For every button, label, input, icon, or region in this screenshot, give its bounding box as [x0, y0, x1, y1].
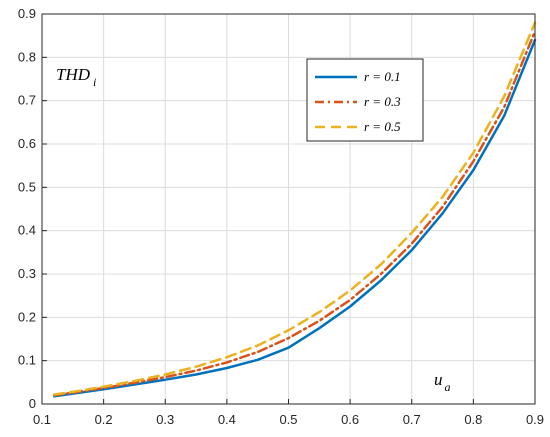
y-tick-label: 0.8 — [18, 49, 36, 64]
series-line-r-0-5 — [53, 21, 537, 396]
x-tick-label: 0.7 — [403, 412, 421, 427]
y-tick-label: 0.2 — [18, 309, 36, 324]
y-tick-label: 0.7 — [18, 93, 36, 108]
x-tick-label: 0.4 — [218, 412, 236, 427]
x-tick-label: 0.9 — [526, 412, 544, 427]
x-tick-label: 0.8 — [464, 412, 482, 427]
y-axis-label: THD i — [56, 65, 96, 89]
x-tick-label: 0.6 — [341, 412, 359, 427]
y-tick-label: 0.1 — [18, 353, 36, 368]
y-tick-labels: 0 0.1 0.2 0.3 0.4 0.5 0.6 0.7 0.8 0.9 — [18, 6, 36, 411]
x-tick-labels: 0.1 0.2 0.3 0.4 0.5 0.6 0.7 0.8 0.9 — [33, 412, 544, 427]
legend-label-r-0-1: r = 0.1 — [364, 69, 401, 84]
legend: r = 0.1 r = 0.3 r = 0.5 — [306, 58, 424, 142]
y-tick-label: 0.5 — [18, 179, 36, 194]
y-tick-label: 0.6 — [18, 136, 36, 151]
series-line-r-0-3 — [53, 30, 537, 397]
series-line-r-0-1 — [53, 38, 537, 398]
legend-box — [306, 58, 424, 142]
y-tick-label: 0.3 — [18, 266, 36, 281]
y-tick-label: 0.4 — [18, 223, 36, 238]
series-lines — [53, 21, 537, 398]
plot-frame — [41, 13, 536, 405]
x-tick-label: 0.3 — [156, 412, 174, 427]
x-tick-label: 0.2 — [95, 412, 113, 427]
grid — [41, 13, 536, 405]
y-tick-label: 0 — [29, 396, 36, 411]
legend-label-r-0-3: r = 0.3 — [364, 94, 401, 109]
x-tick-label: 0.1 — [33, 412, 51, 427]
y-tick-label: 0.9 — [18, 6, 36, 21]
legend-label-r-0-5: r = 0.5 — [364, 119, 401, 134]
x-tick-label: 0.5 — [279, 412, 297, 427]
